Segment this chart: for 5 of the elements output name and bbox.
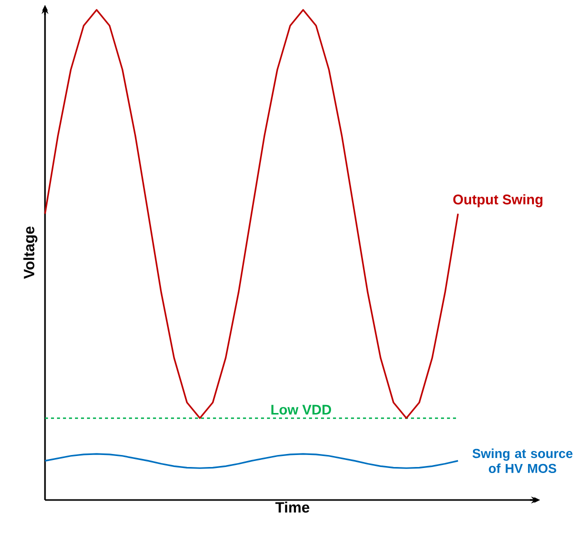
ref-line-label: Low VDD: [271, 404, 332, 415]
x-axis-title: Time: [275, 502, 310, 513]
series-label: Output Swing: [453, 194, 542, 208]
y-axis-title: Voltage: [23, 226, 38, 279]
series-label: Swing at source of HV MOS: [472, 448, 572, 474]
